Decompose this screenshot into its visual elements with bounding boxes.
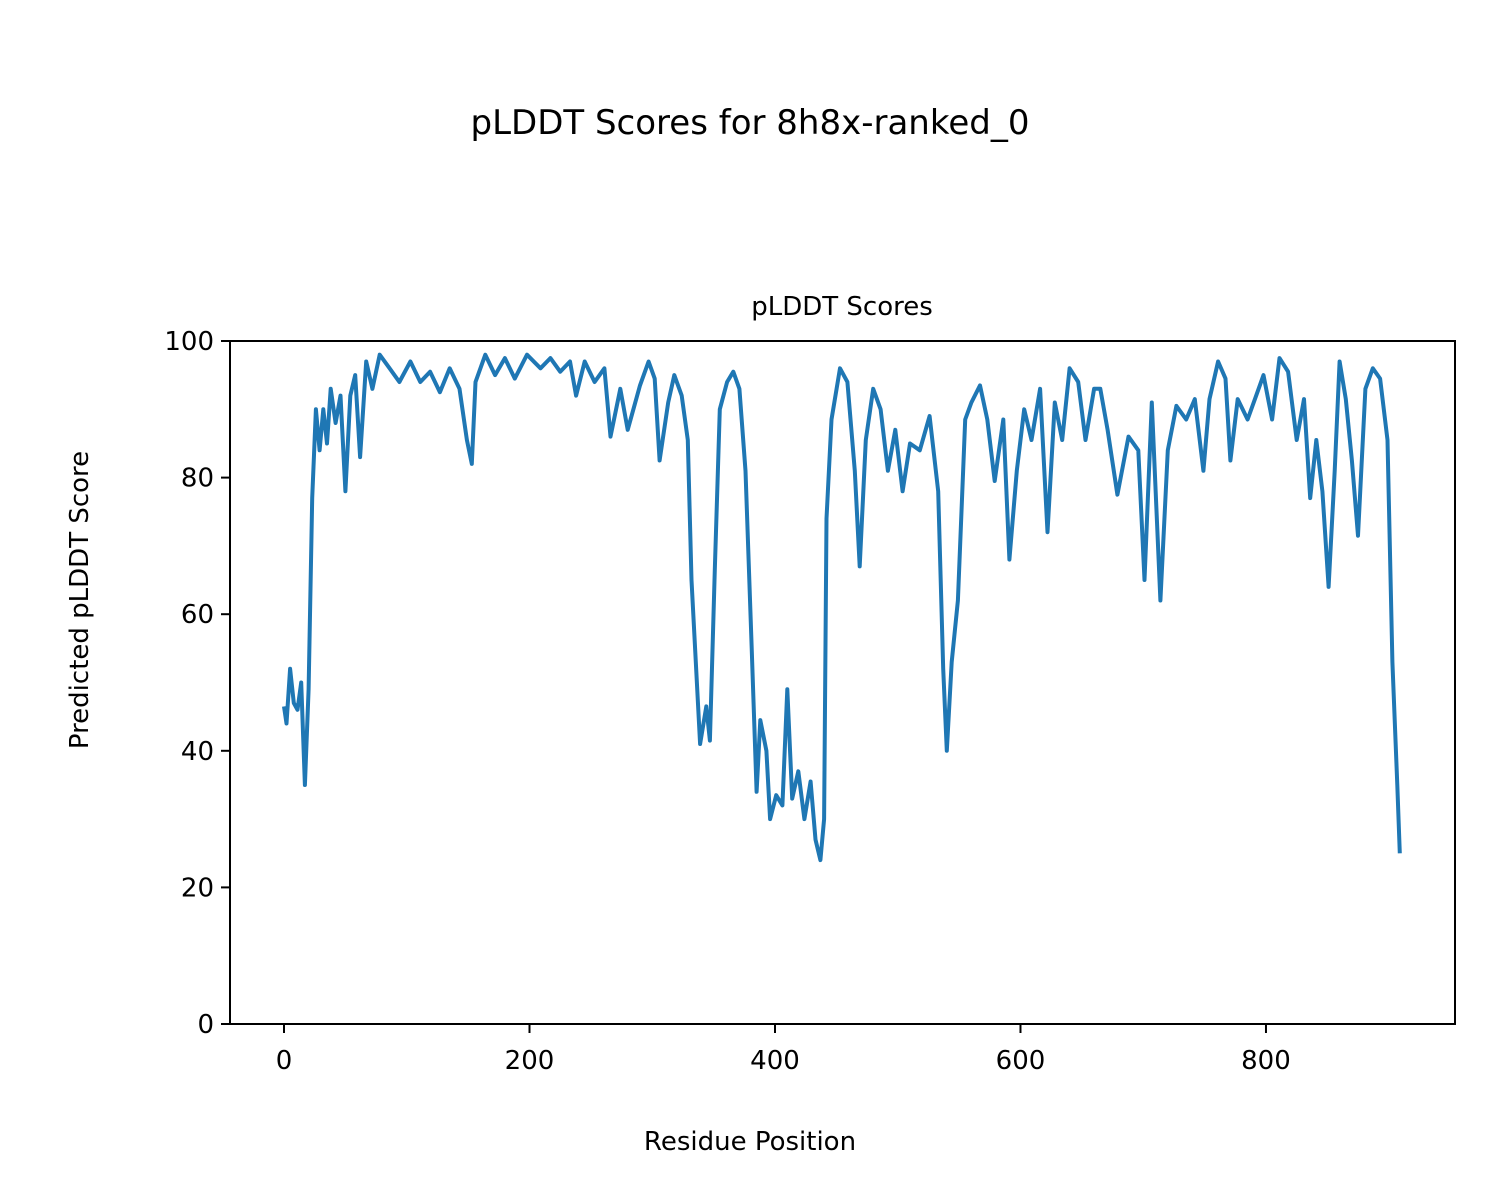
- y-tick-label: 40: [181, 737, 214, 767]
- figure-suptitle: pLDDT Scores for 8h8x-ranked_0: [471, 103, 1030, 143]
- y-tick-label: 20: [181, 873, 214, 903]
- series-line-plddt: [282, 352, 1402, 863]
- axes-title: pLDDT Scores: [751, 292, 933, 322]
- y-tick-label: 100: [164, 327, 214, 357]
- x-axis-label: Residue Position: [644, 1127, 856, 1157]
- y-axis-label: Predicted pLDDT Score: [65, 451, 95, 749]
- y-tick-label: 0: [197, 1010, 214, 1040]
- x-axis-ticks: 0 200 400 600 800: [276, 1024, 1291, 1076]
- x-tick-label: 0: [276, 1046, 293, 1076]
- x-tick-label: 600: [996, 1046, 1046, 1076]
- x-tick-label: 800: [1241, 1046, 1291, 1076]
- axes-frame: [229, 340, 1456, 1025]
- x-tick-label: 400: [750, 1046, 800, 1076]
- y-tick-label: 60: [181, 600, 214, 630]
- x-tick-label: 200: [505, 1046, 555, 1076]
- y-tick-label: 80: [181, 464, 214, 494]
- y-axis-ticks: 0 20 40 60 80 100: [164, 327, 230, 1040]
- plot-area: [282, 352, 1402, 863]
